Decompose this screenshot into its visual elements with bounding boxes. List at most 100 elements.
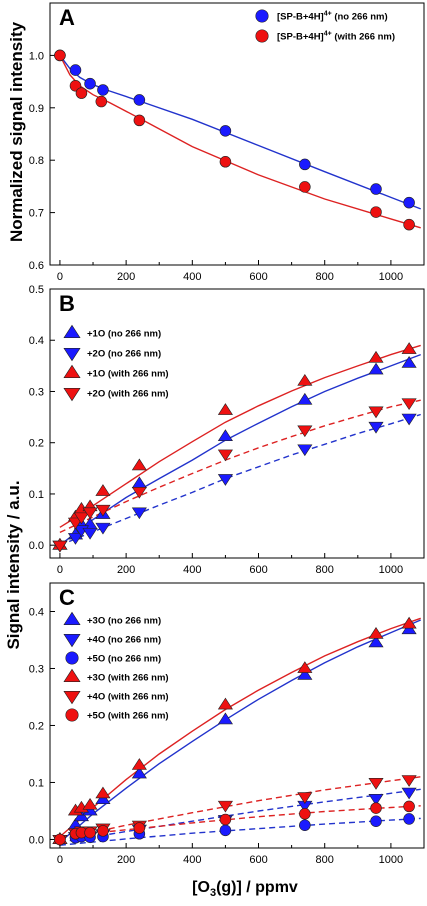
- fit-line: [59, 788, 421, 843]
- data-point: [368, 421, 384, 434]
- panel-C: 0 200 400 600 800 1000 0.0 0.1 0.2 0.3 0.4 C +3O (no…: [29, 582, 425, 866]
- data-point: [299, 819, 311, 831]
- legend-marker: [63, 364, 81, 379]
- data-point: [219, 824, 232, 837]
- data-point: [75, 87, 88, 99]
- data-point: [403, 813, 415, 825]
- data-point: [368, 406, 384, 419]
- data-point: [370, 183, 382, 195]
- data-point: [401, 356, 417, 368]
- legend-label: +2O (with 266 nm): [87, 389, 169, 400]
- data-point: [73, 512, 89, 525]
- data-point: [131, 486, 147, 499]
- y-tick-label: 0.3: [29, 663, 44, 675]
- data-point: [299, 181, 311, 193]
- data-point: [368, 627, 384, 639]
- x-tick-label: 400: [183, 271, 201, 283]
- data-point: [217, 697, 233, 710]
- data-point: [297, 792, 313, 804]
- legend-marker: [63, 690, 81, 705]
- data-point: [217, 449, 233, 462]
- data-point: [95, 504, 111, 517]
- y-tick-label: 0.8: [29, 155, 44, 167]
- legend-label: +1O (no 266 nm): [87, 329, 161, 340]
- panel-label: B: [59, 291, 75, 316]
- data-point: [131, 458, 147, 471]
- legend-label: +5O (with 266 nm): [87, 711, 169, 722]
- data-point: [368, 362, 384, 375]
- data-point: [297, 444, 313, 457]
- data-point: [219, 125, 232, 137]
- y-tick-label: 0.5: [29, 284, 44, 296]
- fit-line: [59, 413, 421, 546]
- legend-marker: [65, 651, 79, 665]
- data-point: [401, 342, 417, 354]
- data-point: [401, 616, 417, 629]
- x-tick-label: 1000: [379, 564, 403, 576]
- y-tick-label: 0.2: [29, 720, 44, 732]
- data-point: [82, 797, 98, 810]
- data-point: [84, 826, 96, 839]
- fit-line: [59, 54, 421, 210]
- data-point: [401, 398, 417, 411]
- data-point: [217, 800, 233, 813]
- x-tick-label: 200: [117, 564, 135, 576]
- x-tick-label: 1000: [379, 854, 403, 866]
- legend-marker: [65, 708, 79, 722]
- legend-label: +5O (no 266 nm): [87, 654, 161, 665]
- series--sp-b-4h-4-no-266-nm-: [54, 49, 415, 209]
- fit-lines: [59, 54, 421, 229]
- legend-label: [SP-B+4H]4+ (with 266 nm): [277, 31, 395, 43]
- data-point: [368, 635, 384, 648]
- x-tick-label: 200: [117, 854, 135, 866]
- data-point: [52, 540, 68, 553]
- x-tick-label: 800: [316, 854, 334, 866]
- data-point: [133, 822, 146, 834]
- data-point: [297, 425, 313, 438]
- series--5o-with-266-nm-: [54, 800, 415, 846]
- data-point: [370, 206, 382, 218]
- data-point: [297, 392, 313, 405]
- x-tick-label: 600: [249, 564, 267, 576]
- data-point: [133, 114, 146, 127]
- fit-line: [59, 805, 421, 838]
- y-tick-label: 0.4: [29, 606, 44, 618]
- data-point: [84, 77, 96, 90]
- legend-marker: [63, 611, 81, 626]
- data-point: [401, 787, 417, 800]
- x-tick-label: 0: [57, 564, 63, 576]
- fit-line: [59, 55, 421, 229]
- x-tick-label: 0: [57, 271, 63, 283]
- x-tick-label: 400: [183, 854, 201, 866]
- x-tick-label: 800: [316, 564, 334, 576]
- data-point: [219, 813, 232, 826]
- data-point: [69, 64, 82, 76]
- data-point: [97, 84, 109, 96]
- y-tick-label: 0.3: [29, 386, 44, 398]
- y-tick-label: 0.7: [29, 208, 44, 220]
- y-tick-label: 0.0: [29, 540, 44, 552]
- y-tick-label: 0.9: [29, 103, 44, 115]
- y-tick-label: 0.6: [29, 260, 44, 272]
- y-axis-label-bottom: Signal intensity / a.u.: [4, 480, 23, 649]
- legend-label: [SP-B+4H]4+ (no 266 nm): [277, 11, 388, 23]
- panel-B: 0 200 400 600 800 1000 0.0 0.1 0.2 0.3 0.4 0.5 B +1O …: [29, 284, 425, 576]
- data-point: [368, 793, 384, 806]
- data-point: [131, 758, 147, 770]
- series--2o-no-266-nm-: [52, 413, 417, 553]
- legend-label: +1O (with 266 nm): [87, 369, 169, 380]
- data-point: [217, 403, 233, 415]
- y-tick-label: 0.4: [29, 335, 44, 347]
- data-point: [82, 507, 98, 520]
- panel-A: 0 200 400 600 800 1000 0.6 0.7 0.8 0.9 1.0 A [SP-B+4…: [29, 2, 425, 283]
- data-point: [297, 661, 313, 673]
- data-point: [67, 517, 84, 530]
- x-tick-label: 400: [183, 564, 201, 576]
- legend-marker: [255, 29, 269, 43]
- fit-line: [59, 817, 421, 846]
- data-point: [368, 350, 384, 363]
- data-point: [54, 833, 66, 846]
- series--1o-no-266-nm-: [52, 356, 417, 550]
- data-point: [82, 527, 98, 540]
